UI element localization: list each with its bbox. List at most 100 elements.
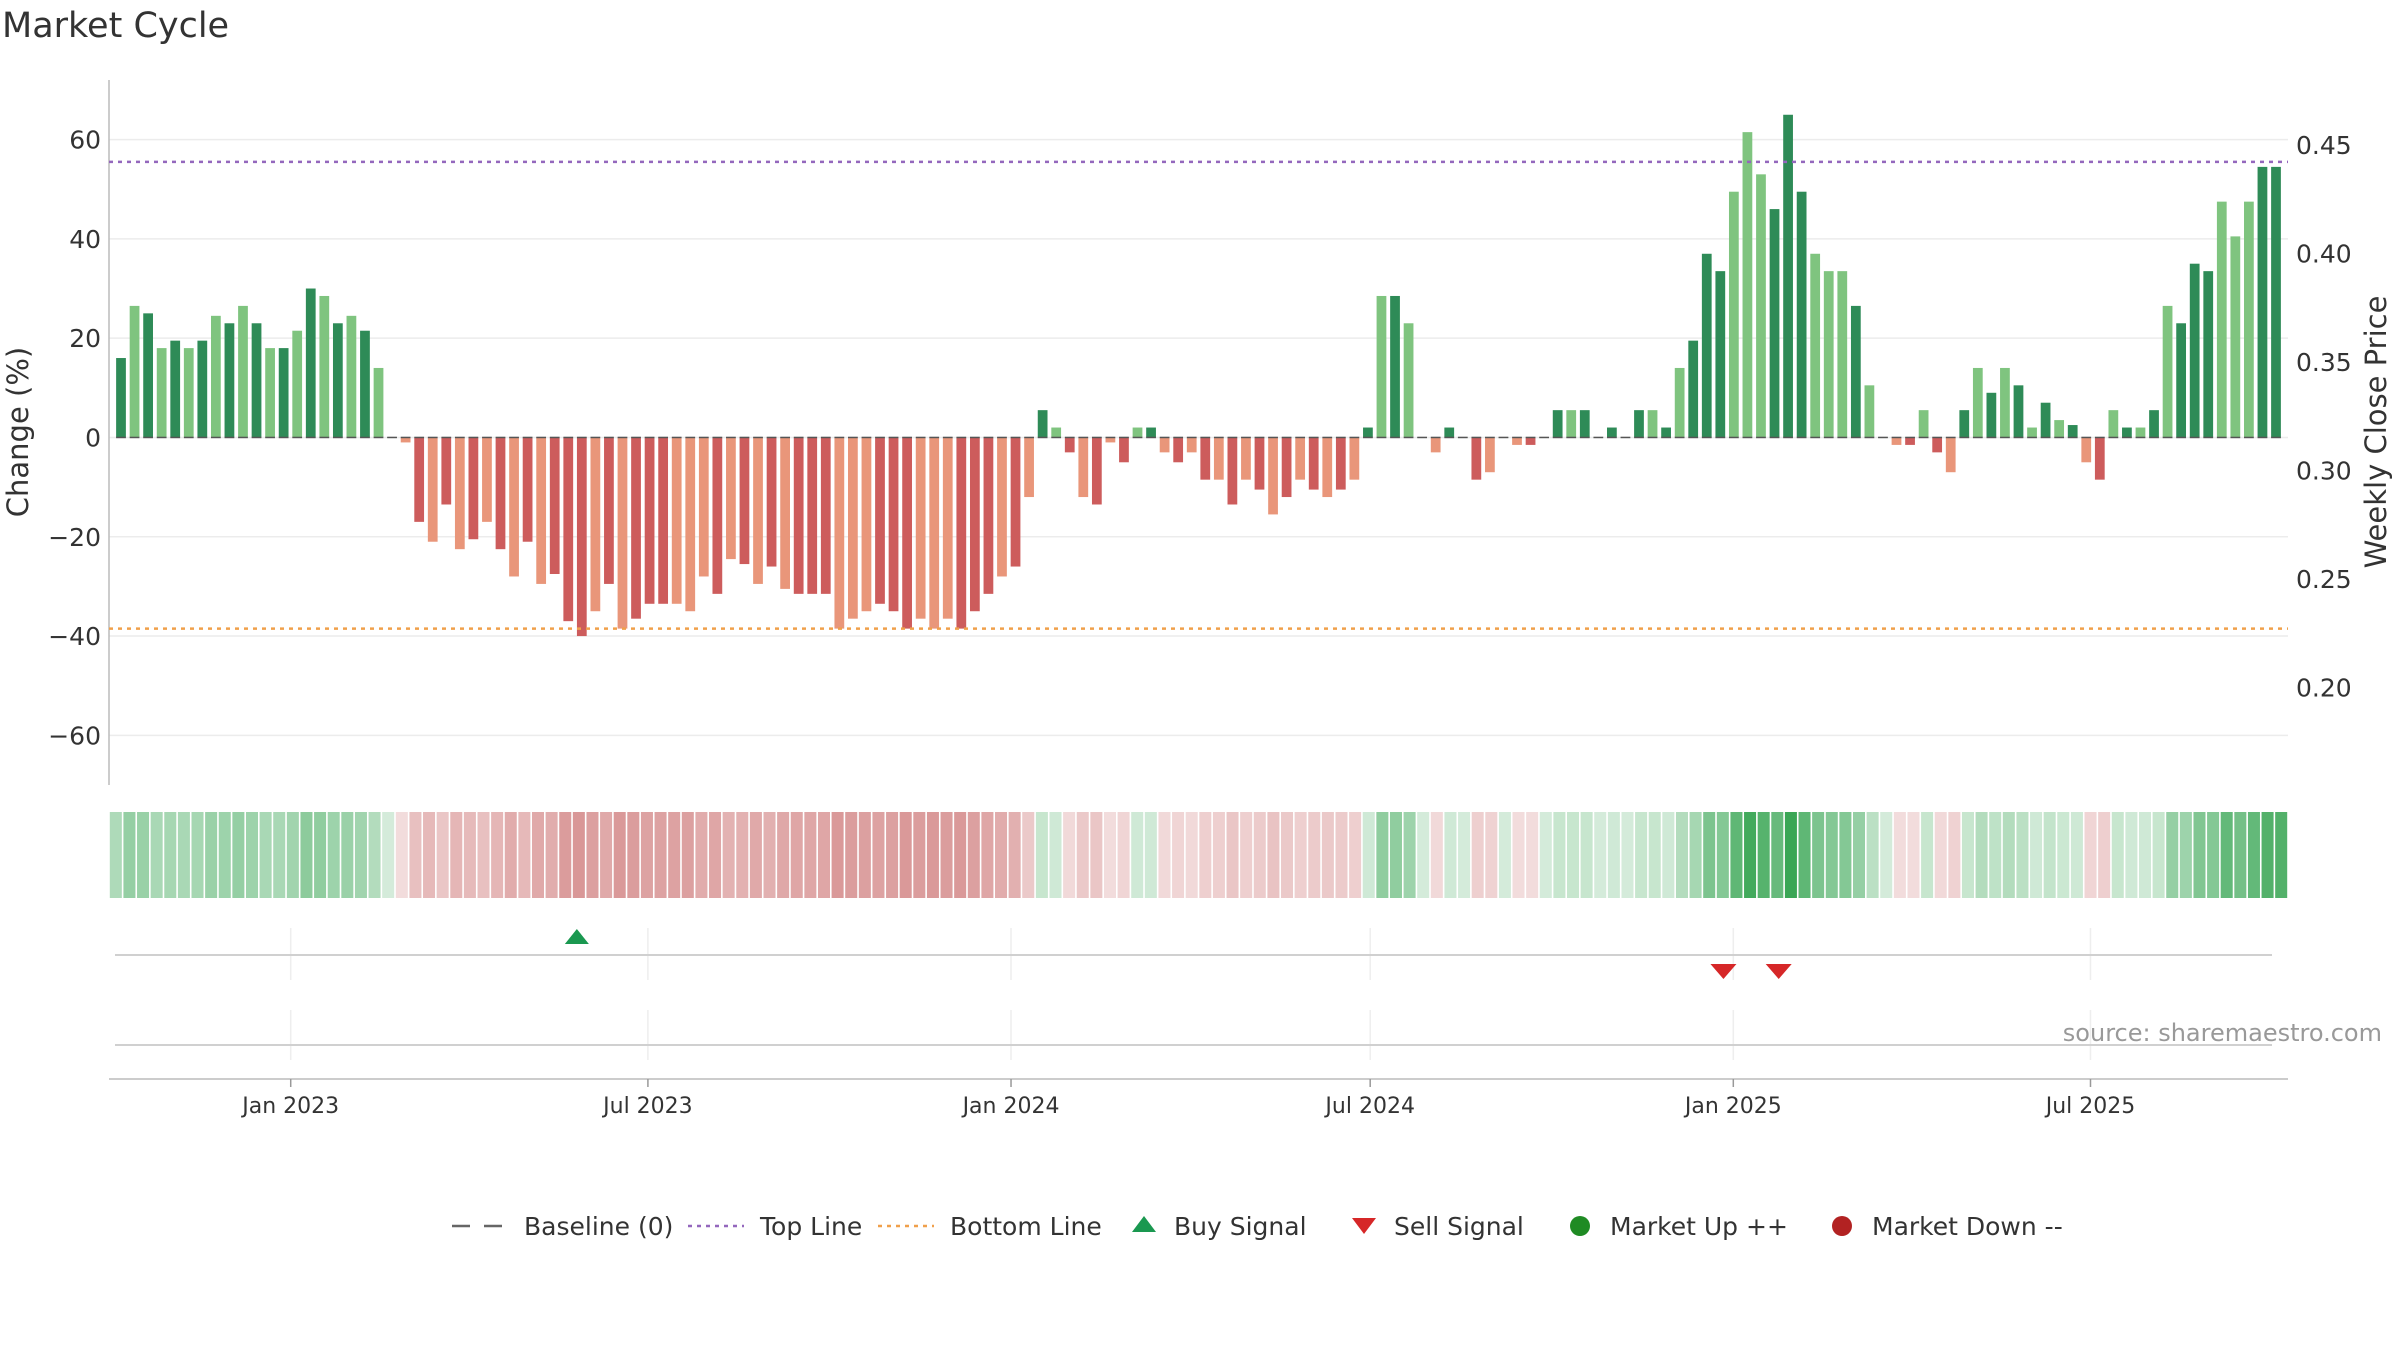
strip-cell: [409, 812, 422, 898]
bar: [170, 340, 181, 438]
strip-cell: [1648, 812, 1661, 898]
bar: [1864, 385, 1875, 438]
legend-item-buy: Buy Signal: [1132, 1212, 1307, 1241]
strip-cell: [545, 812, 558, 898]
legend-swatch-up: [1570, 1216, 1590, 1236]
bar: [753, 437, 763, 584]
strip-cell: [1839, 812, 1852, 898]
x-tick-label: Jan 2025: [1683, 1094, 1782, 1119]
strip-cell: [2111, 812, 2124, 898]
bar: [1335, 437, 1346, 490]
bar: [671, 437, 682, 604]
bar: [875, 437, 885, 604]
strip-cell: [450, 812, 463, 898]
bar: [2162, 305, 2173, 438]
strip-cell: [831, 812, 844, 898]
strip-cell: [1022, 812, 1035, 898]
legend-item-up: Market Up ++: [1570, 1212, 1788, 1241]
strip-cell: [1485, 812, 1498, 898]
bar: [1064, 437, 1075, 453]
bar: [2108, 410, 2119, 438]
bar: [902, 437, 912, 629]
strip-cell: [1430, 812, 1443, 898]
bar: [1363, 427, 1373, 438]
strip-cell: [1403, 812, 1416, 898]
bar: [441, 437, 452, 505]
strip-cell: [368, 812, 381, 898]
strip-cell: [1784, 812, 1797, 898]
strip-cell: [1294, 812, 1307, 898]
bar: [2081, 437, 2092, 463]
bar: [2271, 166, 2281, 438]
bar: [278, 348, 289, 438]
strip-cell: [1131, 812, 1144, 898]
strip-cell: [1553, 812, 1566, 898]
bar: [644, 437, 655, 604]
bar: [915, 437, 926, 619]
bar: [793, 437, 804, 594]
strip-cell: [954, 812, 967, 898]
bar: [1091, 437, 1102, 505]
bar: [156, 348, 167, 438]
bar: [1850, 305, 1861, 438]
bar: [2176, 323, 2187, 438]
strip-cell: [259, 812, 272, 898]
bar: [1566, 410, 1577, 438]
bar: [807, 437, 818, 594]
bar: [1295, 437, 1306, 480]
bar: [2203, 271, 2214, 438]
strip-cell: [1621, 812, 1634, 898]
strip-cell: [1008, 812, 1021, 898]
x-tick-label: Jan 2024: [961, 1094, 1060, 1119]
bar: [1037, 410, 1048, 438]
strip-cell: [1090, 812, 1103, 898]
strip-cell: [1771, 812, 1784, 898]
strip-cell: [709, 812, 722, 898]
strip-cell: [1526, 812, 1539, 898]
strip-cell: [150, 812, 163, 898]
bar: [766, 437, 777, 567]
strip-cell: [1675, 812, 1688, 898]
buy-signal-marker: [564, 929, 589, 944]
bar: [2013, 385, 2024, 438]
strip-cell: [245, 812, 259, 898]
bar: [604, 437, 614, 584]
strip-cell: [1308, 812, 1321, 898]
bar: [1485, 437, 1495, 473]
strip-cell: [1144, 812, 1157, 898]
strip-cell: [137, 812, 150, 898]
bar: [265, 348, 275, 438]
y-tick-label: 0: [85, 423, 101, 452]
bar: [1390, 295, 1400, 438]
strip-cell: [1825, 812, 1838, 898]
strip-cell: [531, 812, 544, 898]
strip-cell: [273, 812, 286, 898]
bar: [834, 437, 845, 629]
bar: [1024, 437, 1034, 498]
legend: Baseline (0) Top Line Bottom Line Buy Signa…: [452, 1212, 2063, 1241]
y2-tick-label: 0.25: [2296, 565, 2352, 594]
strip-cell: [2179, 812, 2192, 898]
strip-cell: [967, 812, 980, 898]
strip-cell: [654, 812, 667, 898]
bar: [1200, 437, 1211, 480]
strip-cell: [164, 812, 177, 898]
bar: [1959, 410, 1970, 438]
bar: [1444, 427, 1455, 438]
source-text: source: sharemaestro.com: [2063, 1019, 2382, 1047]
strip-cell: [2275, 812, 2288, 898]
bar: [1647, 410, 1658, 438]
strip-cell: [109, 812, 122, 898]
bar: [1281, 437, 1292, 498]
bar: [2040, 402, 2051, 438]
bar: [400, 437, 411, 443]
strip-cell: [722, 812, 735, 898]
bar: [861, 437, 872, 612]
bar: [2216, 201, 2227, 438]
bar: [197, 340, 208, 438]
strip-cell: [2138, 812, 2152, 898]
legend-swatch-sell: [1352, 1218, 1376, 1234]
strip-cell: [2220, 812, 2233, 898]
bar: [1119, 437, 1129, 463]
bar: [183, 348, 194, 438]
